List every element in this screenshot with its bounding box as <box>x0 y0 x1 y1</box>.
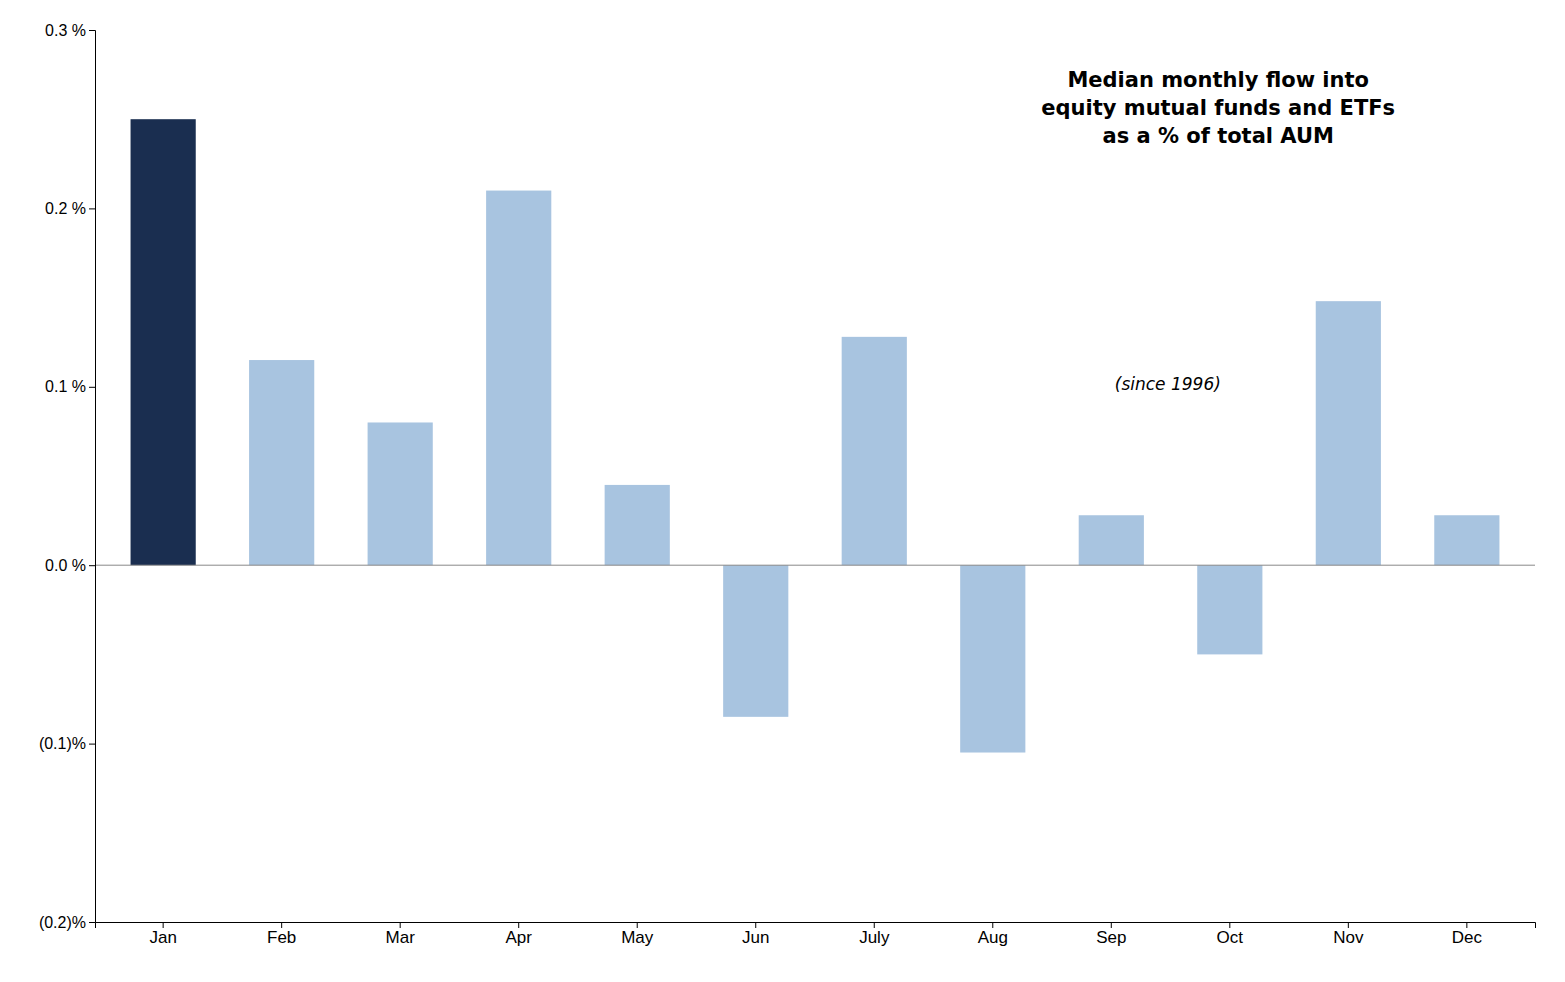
tick-label: 0.3 % <box>45 22 86 39</box>
tick: Oct <box>1217 922 1244 947</box>
bars <box>131 119 1500 752</box>
bar <box>960 565 1025 752</box>
tick-label: May <box>621 928 654 947</box>
zero-line <box>95 565 1535 566</box>
tick: Feb <box>267 922 296 947</box>
chart: (0.2)% (0.1)% 0.0 % 0.1 % 0.2 % 0.3 % Jan Feb Ma… <box>0 0 1565 982</box>
tick: 0.0 % <box>45 557 95 574</box>
tick-mark <box>89 208 95 209</box>
tick: Jan <box>149 922 176 947</box>
tick: (0.2)% <box>39 914 95 931</box>
bar <box>368 422 433 565</box>
title-line: Median monthly flow into <box>1067 68 1369 92</box>
tick-label: July <box>859 928 890 947</box>
bar <box>249 360 314 565</box>
tick: Aug <box>978 922 1008 947</box>
tick-mark <box>89 387 95 388</box>
x-axis: Jan Feb Mar Apr May Jun July Aug Sep Oct Nov Dec <box>96 922 1536 947</box>
bar <box>605 485 670 565</box>
tick: 0.2 % <box>45 200 95 217</box>
tick-label: Feb <box>267 928 296 947</box>
title-line: as a % of total AUM <box>1102 124 1333 148</box>
title: Median monthly flow into equity mutual fu… <box>1041 68 1395 149</box>
tick: 0.3 % <box>45 22 95 39</box>
y-axis: (0.2)% (0.1)% 0.0 % 0.1 % 0.2 % 0.3 % <box>39 22 96 931</box>
bar <box>1434 515 1499 565</box>
tick: Sep <box>1096 922 1126 947</box>
tick: Apr <box>505 922 532 947</box>
tick-label: 0.1 % <box>45 378 86 395</box>
tick: Nov <box>1333 922 1364 947</box>
bar <box>131 119 196 565</box>
bar <box>723 565 788 717</box>
bar <box>842 337 907 565</box>
tick: May <box>621 922 654 947</box>
tick-mark <box>89 565 95 566</box>
bar <box>1316 301 1381 565</box>
tick-label: (0.2)% <box>39 914 86 931</box>
tick-label: 0.0 % <box>45 557 86 574</box>
bar <box>1197 565 1262 654</box>
axis-line <box>89 31 96 923</box>
tick-label: 0.2 % <box>45 200 86 217</box>
tick-mark <box>89 30 95 31</box>
tick-label: Nov <box>1333 928 1364 947</box>
tick-label: Sep <box>1096 928 1126 947</box>
tick-label: Jan <box>149 928 176 947</box>
axis-line <box>96 923 1536 929</box>
tick: Dec <box>1452 922 1483 947</box>
tick-label: (0.1)% <box>39 735 86 752</box>
bar <box>486 191 551 566</box>
tick-label: Mar <box>386 928 416 947</box>
title-line: equity mutual funds and ETFs <box>1041 96 1395 120</box>
tick: Jun <box>742 922 769 947</box>
tick: 0.1 % <box>45 378 95 395</box>
tick-label: Jun <box>742 928 769 947</box>
tick-mark <box>89 922 95 923</box>
tick-label: Apr <box>505 928 532 947</box>
subtitle: (since 1996) <box>1115 374 1221 394</box>
plot: (0.2)% (0.1)% 0.0 % 0.1 % 0.2 % 0.3 % Jan Feb Ma… <box>39 22 1536 947</box>
tick: Mar <box>386 922 416 947</box>
tick: (0.1)% <box>39 735 95 752</box>
tick: July <box>859 922 890 947</box>
tick-mark <box>89 744 95 745</box>
tick-label: Oct <box>1217 928 1244 947</box>
bar <box>1079 515 1144 565</box>
tick-label: Dec <box>1452 928 1483 947</box>
tick-label: Aug <box>978 928 1008 947</box>
